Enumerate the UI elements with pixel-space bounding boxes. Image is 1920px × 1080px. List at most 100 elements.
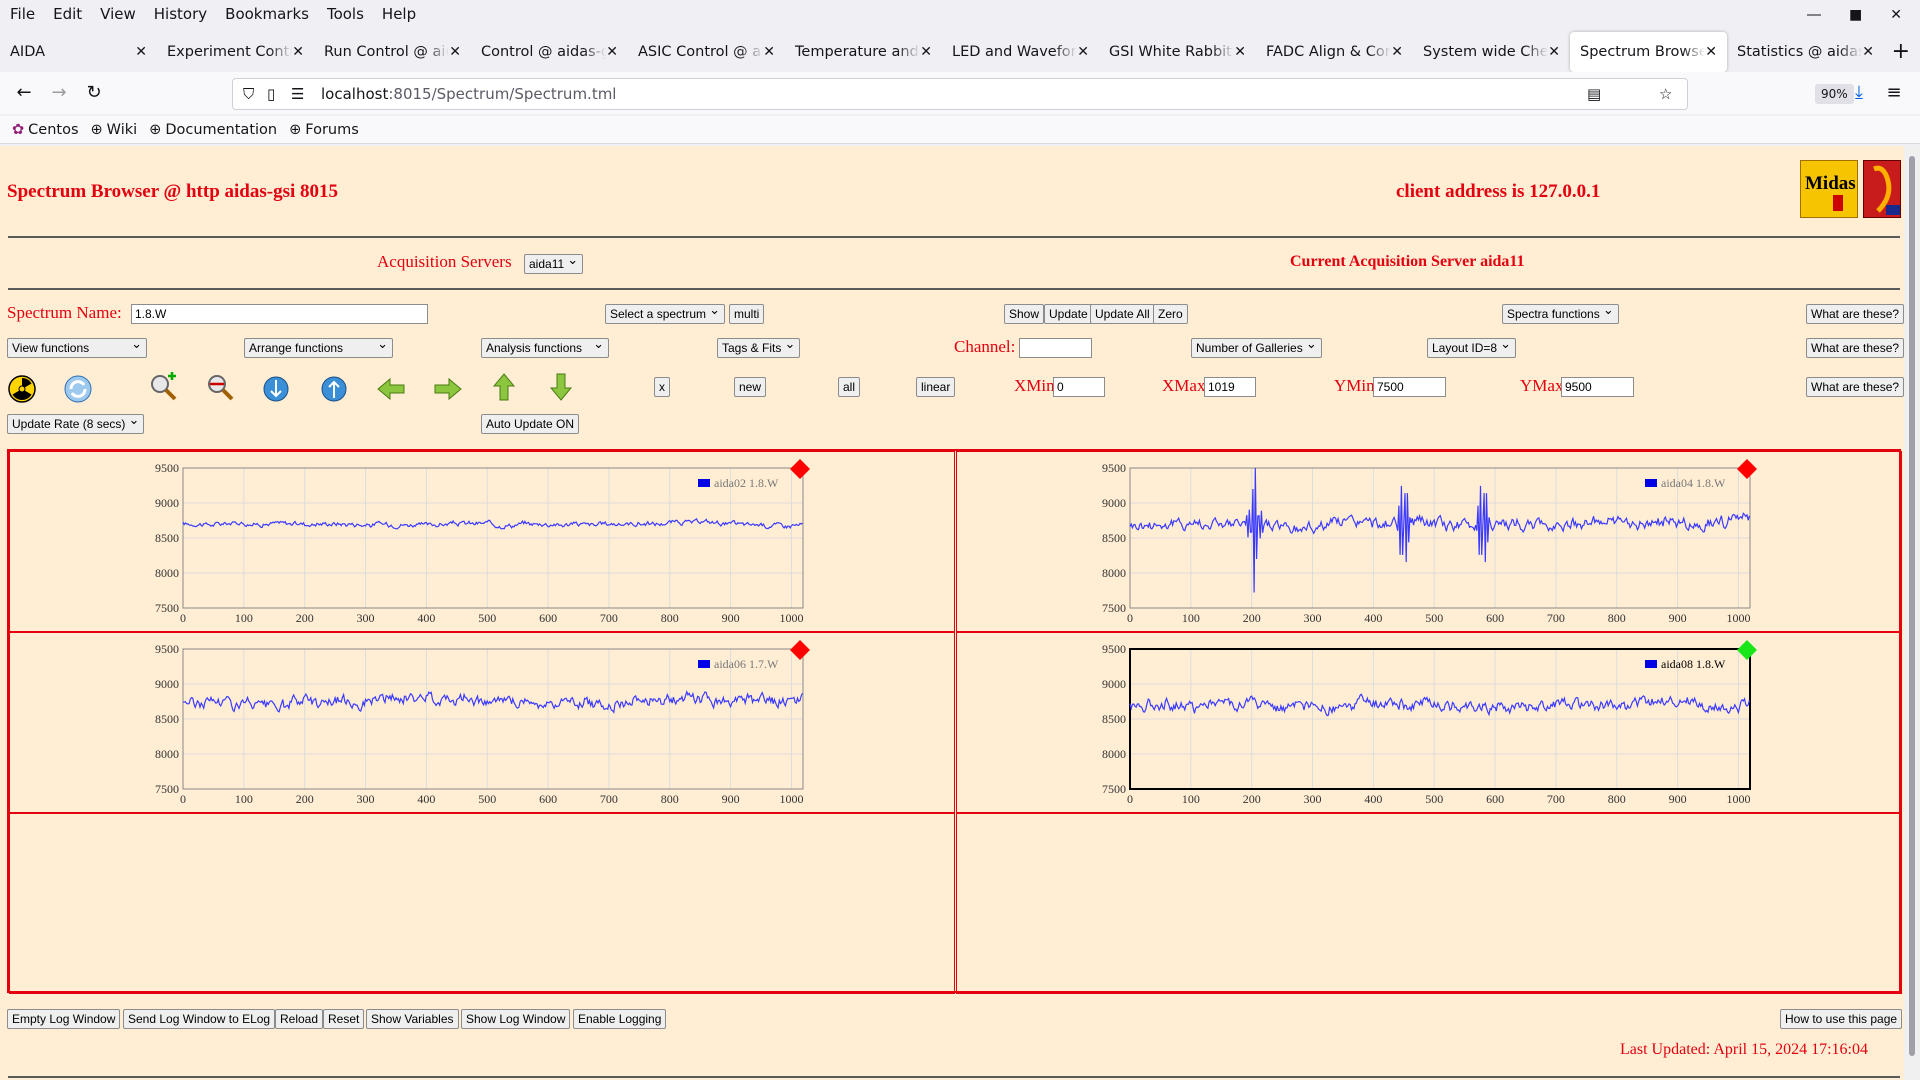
status-diamond-icon[interactable] <box>790 640 810 660</box>
status-diamond-icon[interactable] <box>1737 459 1757 479</box>
spectrum-chart[interactable]: 0 100 200 300 400 500 600 700 800 900 1000 9500 9000… <box>10 633 956 814</box>
arrow-down-icon[interactable] <box>546 372 576 402</box>
menu-tools[interactable]: Tools <box>326 5 364 23</box>
arrange-functions-select[interactable]: Arrange functions <box>244 335 393 358</box>
tab-3[interactable]: Control @ aidas-g ✕ <box>471 32 628 72</box>
acquisition-server-select[interactable]: aida11 <box>524 251 584 274</box>
tags-fits-select[interactable]: Tags & Fits <box>717 335 801 358</box>
ymax-input[interactable]: 9500 <box>1561 377 1634 397</box>
status-diamond-icon[interactable] <box>1737 640 1757 660</box>
bookmark-documentation[interactable]: ⊕ Documentation <box>149 121 278 138</box>
maximize-icon[interactable]: ■ <box>1849 6 1863 23</box>
layout-id-select[interactable]: Layout ID=8 <box>1427 335 1517 358</box>
update-rate-select[interactable]: Update Rate (8 secs) <box>7 411 145 434</box>
update-button[interactable]: Update <box>1044 304 1093 324</box>
what-are-these-button[interactable]: What are these? <box>1806 338 1904 358</box>
spectra-functions-select[interactable]: Spectra functions <box>1502 301 1619 324</box>
forward-icon[interactable]: → <box>51 82 67 103</box>
back-icon[interactable]: ← <box>16 82 32 103</box>
how-to-use-button[interactable]: How to use this page <box>1780 1009 1903 1029</box>
tab-4[interactable]: ASIC Control @ ai ✕ <box>628 32 785 72</box>
bottom-button-6[interactable]: Enable Logging <box>573 1009 667 1029</box>
new-button[interactable]: new <box>734 377 767 397</box>
close-tab-icon[interactable]: ✕ <box>135 44 147 60</box>
tab-10[interactable]: Spectrum Browser ✕ <box>1570 32 1727 72</box>
gallery-cell-3[interactable]: 0 100 200 300 400 500 600 700 800 900 1000 9500 9000… <box>956 632 1902 813</box>
close-tab-icon[interactable]: ✕ <box>763 44 775 60</box>
linear-button[interactable]: linear <box>916 377 956 397</box>
close-tab-icon[interactable]: ✕ <box>1234 44 1246 60</box>
arrow-up-icon[interactable] <box>489 372 519 402</box>
zero-button[interactable]: Zero <box>1153 304 1188 324</box>
page-info-icon[interactable]: ▯ <box>267 85 276 103</box>
shield-icon[interactable]: ⛉ <box>243 85 255 103</box>
spectrum-chart[interactable]: 0 100 200 300 400 500 600 700 800 900 1000 9500 9000… <box>957 452 1903 633</box>
gallery-cell-2[interactable]: 0 100 200 300 400 500 600 700 800 900 1000 9500 9000… <box>9 632 955 813</box>
number-of-galleries-select[interactable]: Number of Galleries <box>1191 335 1322 358</box>
bottom-button-3[interactable]: Reset <box>323 1009 365 1029</box>
close-tab-icon[interactable]: ✕ <box>1705 44 1717 60</box>
gallery-cell-0[interactable]: 0 100 200 300 400 500 600 700 800 900 1000 9500 9000… <box>9 451 955 632</box>
expand-down-icon[interactable] <box>261 374 291 404</box>
app-menu-icon[interactable]: ≡ <box>1886 82 1902 103</box>
what-are-these-button[interactable]: What are these? <box>1806 377 1904 397</box>
close-tab-icon[interactable]: ✕ <box>1391 44 1403 60</box>
close-tab-icon[interactable]: ✕ <box>606 44 618 60</box>
bookmark-centos[interactable]: ✿ Centos <box>12 121 79 138</box>
close-tab-icon[interactable]: ✕ <box>1548 44 1560 60</box>
bottom-button-4[interactable]: Show Variables <box>366 1009 459 1029</box>
xmin-input[interactable]: 0 <box>1053 377 1105 397</box>
url-bar[interactable]: ⛉ ▯ ☰ localhost:8015/Spectrum/Spectrum.t… <box>232 78 1854 110</box>
tab-6[interactable]: LED and Waveform ✕ <box>942 32 1099 72</box>
all-button[interactable]: all <box>838 377 861 397</box>
zoom-out-icon[interactable] <box>205 372 235 402</box>
xmax-input[interactable]: 1019 <box>1204 377 1256 397</box>
menu-help[interactable]: Help <box>381 5 417 23</box>
menu-bookmarks[interactable]: Bookmarks <box>225 5 309 23</box>
zoom-in-icon[interactable] <box>148 372 178 402</box>
menu-history[interactable]: History <box>153 5 208 23</box>
zoom-level[interactable]: 90% <box>1815 84 1854 104</box>
ymin-input[interactable]: 7500 <box>1373 377 1446 397</box>
close-tab-icon[interactable]: ✕ <box>920 44 932 60</box>
gallery-cell-1[interactable]: 0 100 200 300 400 500 600 700 800 900 1000 9500 9000… <box>956 451 1902 632</box>
bottom-button-0[interactable]: Empty Log Window <box>7 1009 121 1029</box>
multi-button[interactable]: multi <box>729 304 765 324</box>
what-are-these-button[interactable]: What are these? <box>1806 304 1904 324</box>
show-button[interactable]: Show <box>1004 304 1045 324</box>
menu-edit[interactable]: Edit <box>53 5 83 23</box>
tab-1[interactable]: Experiment Contro ✕ <box>157 32 314 72</box>
spectrum-name-input[interactable]: 1.8.W <box>131 304 428 324</box>
tab-7[interactable]: GSI White Rabbit T ✕ <box>1099 32 1256 72</box>
close-tab-icon[interactable]: ✕ <box>292 44 304 60</box>
arrow-left-icon[interactable] <box>376 374 406 404</box>
page-scrollbar[interactable] <box>1904 146 1920 1080</box>
close-tab-icon[interactable]: ✕ <box>1862 44 1874 60</box>
bookmark-forums[interactable]: ⊕ Forums <box>289 121 359 138</box>
tab-0[interactable]: AIDA ✕ <box>0 32 157 72</box>
menu-view[interactable]: View <box>100 5 136 23</box>
tab-2[interactable]: Run Control @ aid ✕ <box>314 32 471 72</box>
bottom-button-1[interactable]: Send Log Window to ELog <box>123 1009 276 1029</box>
permissions-icon[interactable]: ☰ <box>291 85 305 103</box>
tab-5[interactable]: Temperature and s ✕ <box>785 32 942 72</box>
expand-up-icon[interactable] <box>319 374 349 404</box>
bottom-button-2[interactable]: Reload <box>275 1009 324 1029</box>
new-tab-icon[interactable]: + <box>1891 39 1910 64</box>
close-tab-icon[interactable]: ✕ <box>1077 44 1089 60</box>
bookmark-star-icon[interactable]: ☆ <box>1659 85 1673 103</box>
analysis-functions-select[interactable]: Analysis functions <box>481 335 609 358</box>
channel-input[interactable] <box>1019 338 1092 358</box>
x-button[interactable]: x <box>654 377 670 397</box>
radiation-icon[interactable] <box>7 374 37 404</box>
select-spectrum[interactable]: Select a spectrum <box>605 301 726 324</box>
tab-11[interactable]: Statistics @ aidas- ✕ <box>1727 32 1884 72</box>
tab-9[interactable]: System wide Check✕ <box>1413 32 1570 72</box>
refresh-icon[interactable] <box>63 374 93 404</box>
spectrum-chart[interactable]: 0 100 200 300 400 500 600 700 800 900 1000 9500 9000… <box>957 633 1903 814</box>
close-window-icon[interactable]: ✕ <box>1890 6 1902 23</box>
reader-view-icon[interactable]: ▤ <box>1587 85 1602 103</box>
bottom-button-5[interactable]: Show Log Window <box>461 1009 571 1029</box>
arrow-right-icon[interactable] <box>433 374 463 404</box>
reload-icon[interactable]: ↻ <box>86 82 102 103</box>
